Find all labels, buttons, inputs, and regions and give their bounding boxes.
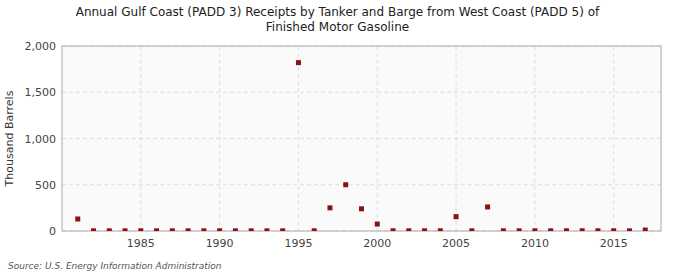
point xyxy=(532,228,537,231)
point xyxy=(406,228,411,231)
point xyxy=(233,228,238,231)
grid xyxy=(62,46,661,231)
grid-line xyxy=(613,46,614,231)
point xyxy=(564,228,569,231)
tick-label: 2010 xyxy=(521,237,549,250)
tick-label: 1,500 xyxy=(25,86,57,99)
point xyxy=(138,228,143,231)
point xyxy=(580,228,585,231)
point xyxy=(611,228,616,231)
plot-frame xyxy=(62,46,661,231)
point xyxy=(170,228,175,231)
point xyxy=(343,182,348,187)
grid-line xyxy=(377,46,378,231)
point xyxy=(217,228,222,231)
chart: Annual Gulf Coast (PADD 3) Receipts by T… xyxy=(0,0,675,275)
grid-line xyxy=(62,138,661,139)
point xyxy=(375,222,380,227)
grid-line xyxy=(456,46,457,231)
data-points xyxy=(75,60,647,231)
tick-label: 0 xyxy=(49,225,56,238)
point xyxy=(359,206,364,211)
point xyxy=(501,228,506,231)
point xyxy=(107,228,112,231)
point xyxy=(627,228,632,231)
point xyxy=(469,228,474,231)
point xyxy=(548,228,553,231)
plot-area xyxy=(62,46,661,231)
grid-line xyxy=(534,46,535,231)
point xyxy=(327,205,332,210)
point xyxy=(391,228,396,231)
point xyxy=(280,228,285,231)
title: Annual Gulf Coast (PADD 3) Receipts by T… xyxy=(76,5,600,34)
grid-line xyxy=(298,46,299,231)
tick-label: 2015 xyxy=(600,237,628,250)
tick-label: 2000 xyxy=(363,237,391,250)
y-axis-label: Thousand Barrels xyxy=(3,90,16,187)
point xyxy=(595,228,600,231)
tick-label: 1990 xyxy=(206,237,234,250)
point xyxy=(154,228,159,231)
grid-line xyxy=(62,184,661,185)
point xyxy=(438,228,443,231)
point xyxy=(454,214,459,219)
point xyxy=(123,228,128,231)
point xyxy=(249,228,254,231)
point xyxy=(264,228,269,231)
point xyxy=(91,228,96,231)
grid-line xyxy=(219,46,220,231)
point xyxy=(75,216,80,221)
tick-label: 1985 xyxy=(127,237,155,250)
point xyxy=(517,228,522,231)
annotation: Source: U.S. Energy Information Administ… xyxy=(8,261,222,271)
point xyxy=(186,228,191,231)
point xyxy=(296,60,301,65)
tick-label: 1995 xyxy=(284,237,312,250)
point xyxy=(485,204,490,209)
tick-label: 2005 xyxy=(442,237,470,250)
grid-line xyxy=(140,46,141,231)
point xyxy=(422,228,427,231)
point xyxy=(312,228,317,231)
tick-label: 500 xyxy=(35,179,56,192)
tick-label: 2,000 xyxy=(25,40,57,53)
grid-line xyxy=(62,92,661,93)
tick-label: 1,000 xyxy=(25,133,57,146)
point xyxy=(643,228,648,231)
axes: 0 500 1,000 1,500 2,000 1985 1990 1995 2000 2005 2… xyxy=(25,40,662,250)
point xyxy=(201,228,206,231)
